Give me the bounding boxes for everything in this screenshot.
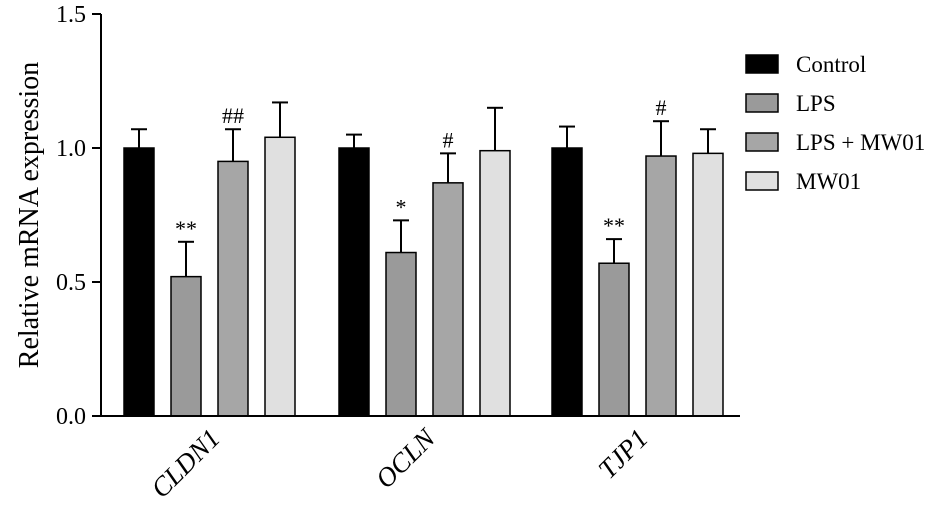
significance-marker: # [656, 95, 667, 120]
x-category-label: TJP1 [592, 423, 654, 485]
bar-control-cldn1 [123, 147, 155, 417]
significance-marker: # [443, 127, 454, 152]
bar-lps-mw01-ocln [432, 182, 464, 417]
bar-mw01-tjp1 [692, 152, 724, 417]
legend-swatch [745, 132, 779, 152]
significance-marker: ## [222, 103, 244, 128]
y-tick-label: 1.5 [56, 2, 86, 28]
significance-marker: * [396, 194, 407, 219]
y-tick-label: 0.5 [56, 270, 86, 296]
bar-lps-mw01-cldn1 [217, 160, 249, 417]
bar-lps-ocln [385, 251, 417, 417]
legend-swatch [745, 54, 779, 74]
significance-marker: ** [603, 213, 625, 238]
x-category-label: CLDN1 [145, 423, 226, 504]
y-tick-label: 0.0 [56, 404, 86, 430]
legend-label: Control [796, 52, 866, 77]
bar-lps-tjp1 [598, 262, 630, 417]
legend-label: LPS [796, 91, 836, 116]
bar-control-tjp1 [551, 147, 583, 417]
x-category-label: OCLN [370, 422, 442, 494]
legend-label: MW01 [796, 169, 861, 194]
bar-mw01-ocln [479, 149, 511, 417]
legend-label: LPS + MW01 [796, 130, 925, 155]
legend-swatch [745, 93, 779, 113]
bar-lps-cldn1 [170, 275, 202, 417]
bar-control-ocln [338, 147, 370, 417]
y-tick-label: 1.0 [56, 136, 86, 162]
y-axis-label: Relative mRNA expression [14, 62, 45, 368]
bar-lps-mw01-tjp1 [645, 155, 677, 417]
bar-mw01-cldn1 [264, 136, 296, 417]
significance-marker: ** [175, 216, 197, 241]
legend-swatch [745, 171, 779, 191]
